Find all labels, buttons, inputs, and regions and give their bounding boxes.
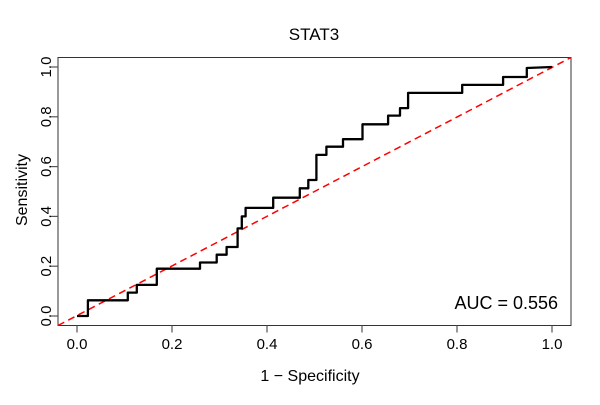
y-axis-tick-label: 0.6 xyxy=(38,156,55,177)
y-axis-tick-label: 0.0 xyxy=(38,306,55,327)
x-axis-label: 1 − Specificity xyxy=(260,368,359,385)
auc-annotation: AUC = 0.556 xyxy=(454,293,558,313)
y-axis-tick-label: 1.0 xyxy=(38,57,55,78)
x-axis-tick-label: 0.2 xyxy=(162,336,183,353)
x-axis-tick-label: 0.8 xyxy=(447,336,468,353)
y-axis-tick-label: 0.8 xyxy=(38,106,55,127)
plot-border xyxy=(57,57,572,326)
y-axis-label: Sensitivity xyxy=(14,154,31,226)
y-axis-tick-label: 0.4 xyxy=(38,206,55,227)
x-axis-tick-label: 1.0 xyxy=(542,336,563,353)
x-axis-tick-label: 0.0 xyxy=(67,336,88,353)
y-axis-tick-label: 0.2 xyxy=(38,256,55,277)
x-axis-tick-label: 0.4 xyxy=(257,336,278,353)
chart-title: STAT3 xyxy=(289,25,339,44)
chance-diagonal-line xyxy=(57,56,572,327)
roc-curve-line xyxy=(77,65,553,318)
chart-built-layer: 0.0 0.2 0.4 0.6 0.8 1.0 0.0 0.2 0.4 0.6 0.8 1.0 xyxy=(38,56,572,353)
x-axis-tick-label: 0.6 xyxy=(352,336,373,353)
